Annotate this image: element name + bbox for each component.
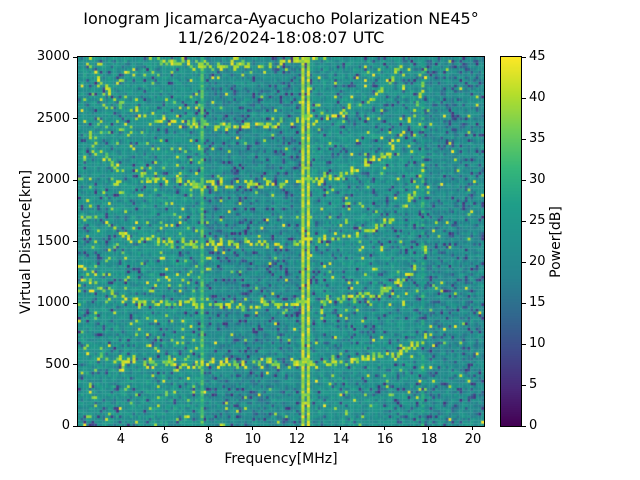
ionogram-heatmap [78,57,484,426]
colorbar-tick [522,343,526,345]
y-tick-label: 1500 [36,233,70,249]
x-tick [340,426,342,430]
x-tick-label: 14 [332,432,350,447]
x-tick-label: 18 [420,432,438,447]
x-tick [384,426,386,430]
colorbar-tick [522,384,526,386]
colorbar-tick [522,302,526,304]
y-tick [73,425,77,427]
colorbar-tick-label: 10 [529,336,546,351]
colorbar-tick [522,56,526,58]
colorbar-tick-label: 40 [529,90,546,105]
y-tick-label: 500 [45,356,70,372]
y-tick [73,56,77,58]
colorbar-tick-label: 45 [529,49,546,64]
colorbar-tick [522,261,526,263]
colorbar-tick [522,138,526,140]
y-tick-label: 2500 [36,110,70,126]
x-tick-label: 8 [204,432,214,447]
colorbar-tick-label: 30 [529,172,546,187]
colorbar-tick-label: 15 [529,295,546,310]
x-tick [120,426,122,430]
x-tick-label: 4 [116,432,126,447]
y-tick-label: 3000 [36,49,70,64]
x-tick [472,426,474,430]
y-tick-label: 2000 [36,172,70,187]
colorbar-tick [522,97,526,99]
x-axis-label: Frequency[MHz] [224,451,338,467]
y-tick [73,364,77,365]
y-tick [73,302,77,304]
colorbar-tick-label: 25 [529,213,546,228]
plot-area [77,56,485,427]
colorbar [500,56,522,427]
y-tick [73,179,77,181]
chart-title: Ionogram Jicamarca-Ayacucho Polarization… [83,9,479,28]
x-tick-label: 16 [376,432,394,447]
colorbar-tick-label: 5 [529,377,538,392]
y-tick [73,241,77,242]
colorbar-tick-label: 35 [529,131,546,146]
x-tick [208,426,210,430]
x-tick-label: 20 [464,432,482,447]
colorbar-gradient [501,57,521,426]
x-tick-label: 6 [160,432,170,447]
x-tick [252,426,254,430]
colorbar-tick [522,425,526,427]
x-tick [296,426,298,430]
x-tick-label: 12 [288,432,306,447]
x-tick [164,426,166,430]
y-tick [73,118,77,119]
colorbar-tick-label: 20 [529,254,546,269]
y-tick-label: 1000 [36,295,70,310]
y-tick-label: 0 [61,418,70,433]
x-tick-label: 10 [244,432,262,447]
colorbar-tick [522,179,526,181]
x-tick [428,426,430,430]
colorbar-tick [522,220,526,222]
chart-title-block: Ionogram Jicamarca-Ayacucho Polarization… [78,9,484,47]
chart-subtitle: 11/26/2024-18:08:07 UTC [177,28,385,47]
colorbar-tick-label: 0 [529,418,538,433]
